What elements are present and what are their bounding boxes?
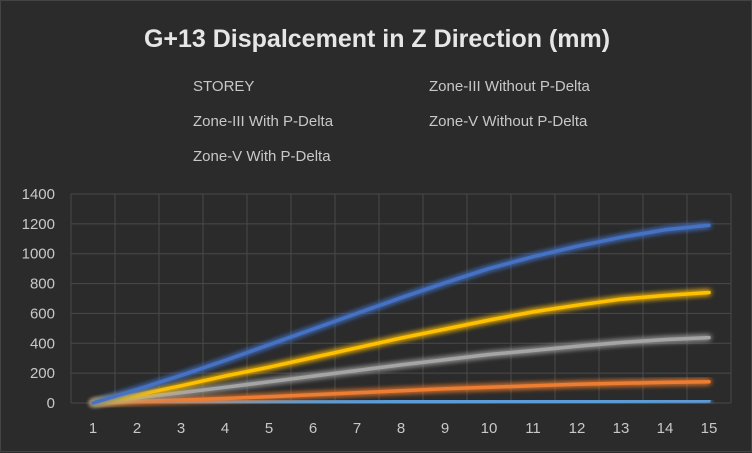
x-tick-label: 15 — [701, 420, 718, 437]
x-tick-label: 7 — [353, 420, 361, 437]
x-axis-ticks: 1 2 3 4 5 6 7 8 9 10 11 12 13 14 15 — [89, 420, 718, 437]
x-tick-label: 8 — [397, 420, 405, 437]
x-tick-label: 11 — [525, 420, 541, 437]
y-tick-label: 0 — [47, 395, 55, 412]
y-tick-label: 800 — [30, 276, 55, 293]
y-tick-label: 600 — [30, 305, 55, 322]
legend-item: STOREY — [146, 78, 254, 95]
legend-item: Zone-V With P-Delta — [146, 148, 331, 165]
legend-item: Zone-III With P-Delta — [146, 113, 334, 130]
series-line-1 — [91, 379, 711, 405]
x-tick-label: 12 — [569, 420, 586, 437]
y-tick-label: 1200 — [22, 216, 55, 233]
y-tick-label: 200 — [30, 365, 55, 382]
legend-label: Zone-V Without P-Delta — [429, 113, 588, 130]
y-tick-label: 1400 — [22, 186, 55, 203]
x-tick-label: 14 — [657, 420, 674, 437]
x-tick-label: 2 — [133, 420, 141, 437]
legend-item: Zone-V Without P-Delta — [382, 113, 588, 130]
x-tick-label: 3 — [177, 420, 185, 437]
legend-label: STOREY — [193, 78, 254, 95]
y-tick-label: 1000 — [22, 246, 55, 263]
series-line-4 — [91, 223, 711, 405]
legend-item: Zone-III Without P-Delta — [382, 78, 591, 95]
legend-label: Zone-V With P-Delta — [193, 148, 331, 165]
series-line-0 — [91, 399, 711, 405]
x-tick-label: 9 — [441, 420, 449, 437]
series-lines — [91, 223, 711, 405]
series-line-2 — [91, 335, 711, 405]
x-tick-label: 6 — [309, 420, 317, 437]
x-tick-label: 1 — [89, 420, 97, 437]
series-line-3 — [91, 290, 711, 405]
legend: STOREY Zone-III Without P-Delta Zone-III W… — [146, 78, 591, 165]
y-tick-label: 400 — [30, 335, 55, 352]
x-tick-label: 10 — [481, 420, 498, 437]
legend-label: Zone-III With P-Delta — [193, 113, 334, 130]
y-axis-ticks: 0 200 400 600 800 1000 1200 1400 — [22, 186, 55, 412]
x-tick-label: 5 — [265, 420, 273, 437]
x-tick-label: 4 — [221, 420, 229, 437]
chart-title: G+13 Dispalcement in Z Direction (mm) — [144, 25, 610, 53]
x-tick-label: 13 — [613, 420, 630, 437]
legend-label: Zone-III Without P-Delta — [429, 78, 591, 95]
